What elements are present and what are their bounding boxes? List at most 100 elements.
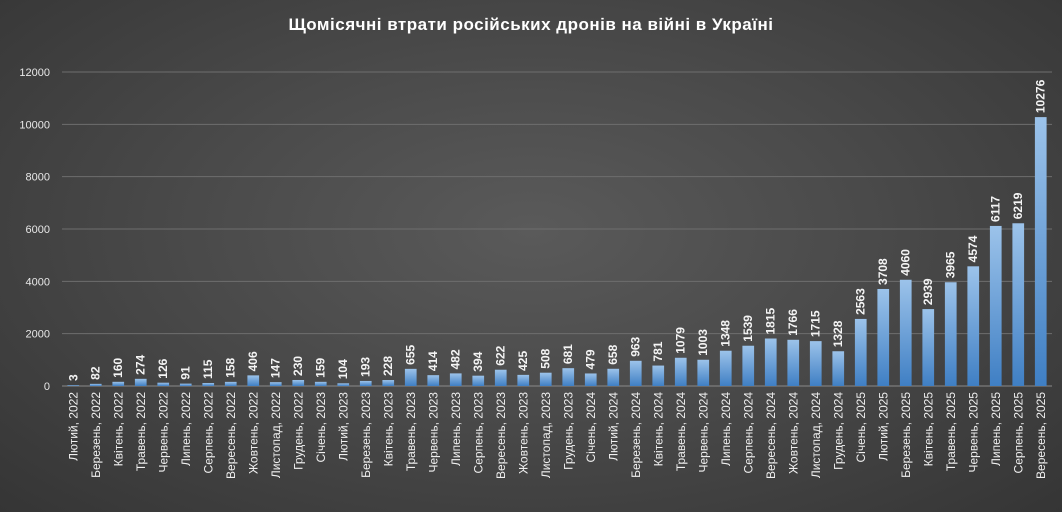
- bar: [562, 368, 575, 386]
- x-tick-label: Червень, 2025: [966, 392, 980, 473]
- bar: [427, 375, 440, 386]
- x-tick-label: Травень, 2024: [674, 392, 688, 471]
- bar: [337, 383, 350, 386]
- data-label: 158: [224, 358, 238, 378]
- x-tick-label: Березень, 2022: [89, 392, 103, 478]
- data-label: 963: [629, 336, 643, 356]
- data-label: 1348: [719, 320, 733, 347]
- x-tick-label: Травень, 2022: [134, 392, 148, 471]
- x-tick-label: Листопад, 2023: [539, 392, 553, 478]
- bar: [652, 365, 665, 386]
- bar: [89, 383, 102, 386]
- data-label: 425: [516, 351, 530, 371]
- bar: [269, 382, 282, 386]
- x-tick-label: Січень, 2024: [584, 392, 598, 463]
- x-tick-label: Серпень, 2023: [471, 392, 485, 474]
- x-tick-label: Травень, 2025: [944, 392, 958, 471]
- data-labels: 3 82 160 274 126 91 115 158 406 147 230 159 104 193 22…: [66, 79, 1048, 381]
- x-tick-label: Жовтень, 2023: [516, 392, 530, 474]
- gridlines: [62, 71, 1052, 387]
- data-label: 159: [314, 357, 328, 377]
- y-tick-label: 4000: [26, 276, 50, 288]
- bar: [314, 381, 327, 386]
- bar: [809, 341, 822, 386]
- x-axis: Лютий, 2022 Березень, 2022 Квітень, 2022 Тр…: [66, 392, 1048, 479]
- bar: [1012, 223, 1025, 386]
- y-tick-label: 10000: [19, 119, 50, 131]
- data-label: 482: [449, 349, 463, 369]
- y-axis: 0 2000 4000 6000 8000 10000 12000: [19, 67, 50, 393]
- bar: [787, 339, 800, 386]
- x-tick-label: Лютий, 2022: [66, 392, 80, 461]
- bar: [719, 350, 732, 386]
- bar: [877, 288, 890, 386]
- bar: [359, 380, 372, 386]
- x-tick-label: Квітень, 2022: [111, 392, 125, 467]
- x-tick-label: Січень, 2023: [314, 392, 328, 463]
- bar: [764, 338, 777, 386]
- x-tick-label: Лютий, 2023: [336, 392, 350, 461]
- bar: [584, 373, 597, 386]
- y-tick-label: 0: [44, 381, 50, 393]
- bar: [629, 360, 642, 386]
- x-tick-label: Березень, 2025: [899, 392, 913, 478]
- x-tick-label: Квітень, 2024: [651, 392, 665, 467]
- data-label: 658: [606, 344, 620, 364]
- data-label: 104: [336, 359, 350, 379]
- data-label: 6219: [1011, 192, 1025, 219]
- data-label: 655: [404, 345, 418, 365]
- x-tick-label: Вересень, 2022: [224, 392, 238, 479]
- x-tick-label: Березень, 2023: [359, 392, 373, 478]
- bar: [494, 369, 507, 386]
- bar: [517, 374, 530, 386]
- data-label: 3: [66, 374, 80, 381]
- data-label: 479: [584, 349, 598, 369]
- data-label: 10276: [1034, 79, 1048, 113]
- data-label: 228: [381, 356, 395, 376]
- bar: [247, 375, 260, 386]
- bar: [967, 266, 980, 386]
- data-label: 394: [471, 351, 485, 371]
- x-tick-label: Липень, 2023: [449, 392, 463, 466]
- bar: [674, 357, 687, 386]
- x-tick-label: Червень, 2022: [156, 392, 170, 473]
- x-tick-label: Листопад, 2022: [269, 392, 283, 478]
- x-tick-label: Липень, 2025: [989, 392, 1003, 466]
- data-label: 115: [201, 359, 215, 379]
- x-tick-label: Лютий, 2024: [606, 392, 620, 461]
- x-tick-label: Липень, 2022: [179, 392, 193, 466]
- bar: [899, 279, 912, 386]
- bar: [944, 282, 957, 386]
- data-label: 4060: [899, 249, 913, 276]
- data-label: 2563: [854, 288, 868, 315]
- x-tick-label: Лютий, 2025: [876, 392, 890, 461]
- x-tick-label: Вересень, 2023: [494, 392, 508, 479]
- x-tick-label: Липень, 2024: [719, 392, 733, 466]
- x-tick-label: Жовтень, 2022: [246, 392, 260, 474]
- data-label: 274: [134, 354, 148, 374]
- bar: [112, 381, 125, 386]
- x-tick-label: Березень, 2024: [629, 392, 643, 478]
- y-tick-label: 8000: [26, 172, 50, 184]
- x-tick-label: Квітень, 2025: [921, 392, 935, 467]
- x-tick-label: Квітень, 2023: [381, 392, 395, 467]
- x-tick-label: Червень, 2024: [696, 392, 710, 473]
- data-label: 2939: [921, 278, 935, 305]
- bar: [292, 379, 305, 386]
- data-label: 147: [269, 358, 283, 378]
- bar: [224, 381, 237, 386]
- bar: [179, 383, 192, 386]
- data-label: 681: [561, 344, 575, 364]
- bar: [404, 368, 417, 386]
- y-tick-label: 12000: [19, 67, 50, 79]
- data-label: 6117: [989, 196, 1003, 222]
- data-label: 622: [494, 345, 508, 365]
- data-label: 160: [111, 357, 125, 377]
- x-tick-label: Серпень, 2025: [1011, 392, 1025, 474]
- bar: [742, 345, 755, 386]
- data-label: 193: [359, 357, 373, 377]
- data-label: 4574: [966, 235, 980, 262]
- data-label: 508: [539, 348, 553, 368]
- x-tick-label: Вересень, 2025: [1034, 392, 1048, 479]
